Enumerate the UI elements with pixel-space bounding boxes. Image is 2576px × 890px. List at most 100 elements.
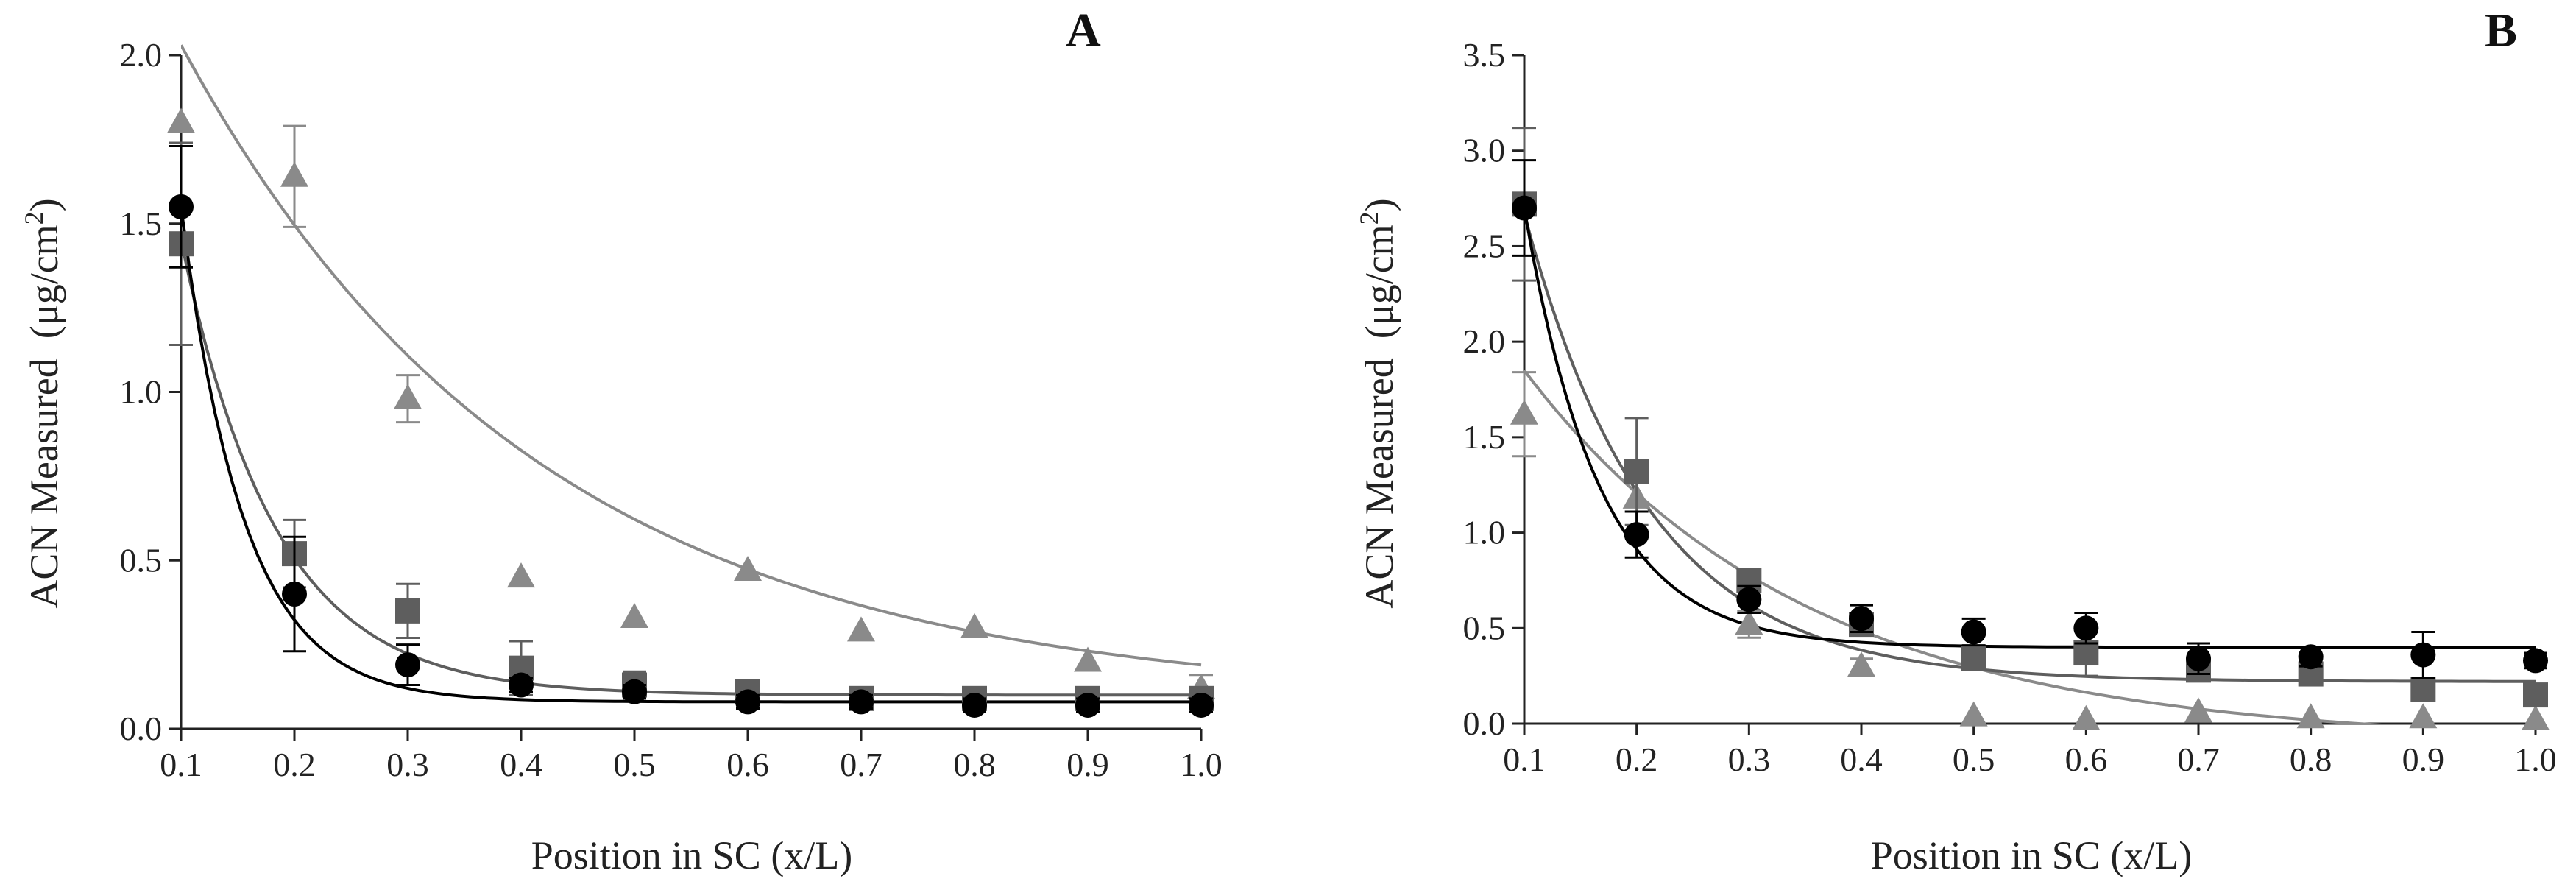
panel-b-square-point bbox=[1961, 646, 1986, 671]
panel-a-y-label-unit-close: ) bbox=[22, 198, 66, 211]
panel-a-circle-point bbox=[1189, 692, 1214, 718]
panel-b-x-tick-label: 0.7 bbox=[2177, 741, 2220, 778]
panel-a-x-tick-label: 0.2 bbox=[273, 746, 316, 783]
panel-b-circle-point bbox=[2523, 648, 2548, 674]
panel-b-triangle-point bbox=[1735, 610, 1763, 635]
panel-a-square-point bbox=[395, 598, 420, 624]
panel-a-triangle-point bbox=[167, 107, 195, 133]
panel-b-x-tick-label: 0.9 bbox=[2402, 741, 2445, 778]
panel-a-circle-point bbox=[1075, 692, 1100, 718]
panel-a-circle-point bbox=[849, 689, 874, 715]
panel-a-y-label-unit-open: (μg/cm bbox=[22, 225, 66, 339]
panel-b-letter: B bbox=[2485, 4, 2517, 57]
panel-b-circle-point bbox=[2073, 615, 2099, 641]
panel-b-triangle-point bbox=[1959, 701, 1988, 727]
panel-b-y-tick-label: 3.5 bbox=[1463, 36, 1506, 74]
panel-a-triangle-point bbox=[847, 616, 875, 642]
panel-b-triangle-point bbox=[2522, 704, 2550, 730]
panel-a-y-tick-label: 1.5 bbox=[120, 205, 163, 242]
panel-a-triangle-point bbox=[620, 603, 648, 629]
panel-a-circle-point bbox=[735, 689, 760, 715]
panel-b-triangle-point bbox=[2296, 703, 2325, 729]
panel-a-circle-fit-curve bbox=[181, 206, 1201, 704]
panel-b-circle-point bbox=[2410, 642, 2436, 668]
panel-b-y-tick-label: 2.5 bbox=[1463, 227, 1506, 264]
panel-b-triangle-fit-curve bbox=[1524, 369, 2382, 724]
panel-a-y-axis-label: ACN Measured (μg/cm2) bbox=[19, 198, 66, 608]
panel-b-y-label-unit-close: ) bbox=[1357, 198, 1401, 211]
panel-b-y-axis-label: ACN Measured (μg/cm2) bbox=[1354, 198, 1401, 608]
panel-a-x-tick-label: 0.1 bbox=[160, 746, 202, 783]
panel-a-circle-point bbox=[169, 194, 194, 219]
panel-b-y-tick-label: 1.0 bbox=[1463, 514, 1506, 551]
panel-a-x-tick-label: 1.0 bbox=[1180, 746, 1222, 783]
panel-b-circle-point bbox=[1512, 195, 1537, 221]
panel-b-square-point bbox=[1624, 459, 1649, 484]
panel-b-triangle-point bbox=[2409, 703, 2438, 729]
panel-a-triangle-point bbox=[734, 555, 762, 581]
panel-a-x-axis-label: Position in SC (x/L) bbox=[531, 833, 853, 877]
panel-a-y-tick-label: 0.0 bbox=[120, 710, 163, 747]
panel-b-circle-point bbox=[1961, 619, 1986, 645]
panel-a-x-tick-label: 0.4 bbox=[500, 746, 542, 783]
panel-b-circle-point bbox=[1736, 587, 1762, 612]
panel-b-circle-fit-curve bbox=[1524, 208, 2536, 649]
panel-a-x-tick-label: 0.6 bbox=[726, 746, 769, 783]
panel-b-y-tick-label: 3.0 bbox=[1463, 132, 1506, 169]
panel-b-x-tick-label: 0.4 bbox=[1840, 741, 1883, 778]
panel-b-y-tick-label: 2.0 bbox=[1463, 322, 1506, 360]
panel-b: B Position in SC (x/L) ACN Measured (μg/c… bbox=[1354, 4, 2557, 877]
panel-b-y-label-unit-open: (μg/cm bbox=[1357, 225, 1401, 339]
panel-a-circle-point bbox=[509, 672, 534, 698]
panel-b-x-tick-label: 0.6 bbox=[2065, 741, 2108, 778]
panel-b-x-tick-label: 0.1 bbox=[1503, 741, 1546, 778]
panel-b-triangle-point bbox=[2184, 697, 2212, 723]
panel-a-y-tick-label: 0.5 bbox=[120, 541, 163, 579]
panel-b-triangle-point bbox=[1510, 399, 1538, 425]
panel-b-x-tick-label: 1.0 bbox=[2514, 741, 2557, 778]
panel-a-x-tick-label: 0.8 bbox=[953, 746, 996, 783]
panel-a-square-fit-curve bbox=[181, 240, 1201, 697]
panel-b-square-point bbox=[2073, 640, 2099, 666]
panel-b-y-tick-label: 0.0 bbox=[1463, 704, 1506, 742]
panel-a-x-tick-label: 0.3 bbox=[386, 746, 429, 783]
panel-a-y-tick-label: 1.0 bbox=[120, 373, 163, 411]
panel-a-circle-point bbox=[395, 652, 420, 678]
panel-b-circle-point bbox=[1624, 522, 1649, 548]
panel-b-x-tick-label: 0.8 bbox=[2290, 741, 2332, 778]
panel-a-triangle-fit-curve bbox=[181, 44, 1202, 667]
panel-a-x-tick-label: 0.9 bbox=[1066, 746, 1109, 783]
panel-a-triangle-point bbox=[1074, 646, 1102, 672]
panel-a-circle-point bbox=[622, 679, 647, 704]
panel-b-circle-point bbox=[2186, 646, 2211, 671]
panel-b-y-tick-label: 1.5 bbox=[1463, 418, 1506, 456]
panel-b-square-point bbox=[2523, 682, 2548, 708]
panel-a-circle-point bbox=[962, 692, 987, 718]
panel-a-triangle-point bbox=[960, 612, 988, 638]
panel-a-y-tick-label: 2.0 bbox=[120, 36, 163, 74]
panel-a-triangle-point bbox=[280, 161, 308, 187]
panel-b-y-label-unit-sup: 2 bbox=[1354, 211, 1384, 225]
panel-a-x-tick-label: 0.7 bbox=[840, 746, 882, 783]
panel-a-letter: A bbox=[1066, 4, 1101, 57]
panel-a-triangle-point bbox=[394, 384, 422, 409]
panel-b-y-tick-label: 0.5 bbox=[1463, 609, 1506, 646]
panel-a-y-label-unit-sup: 2 bbox=[19, 211, 49, 225]
panel-b-x-tick-label: 0.3 bbox=[1728, 741, 1771, 778]
panel-a: A Position in SC (x/L) ACN Measured (μg/c… bbox=[19, 4, 1222, 877]
panel-b-x-axis-label: Position in SC (x/L) bbox=[1871, 833, 2193, 877]
panel-b-circle-point bbox=[2298, 644, 2324, 670]
panel-b-triangle-point bbox=[2072, 704, 2101, 730]
panel-b-square-point bbox=[2410, 677, 2436, 702]
panel-b-x-tick-label: 0.5 bbox=[1953, 741, 1995, 778]
panel-b-circle-point bbox=[1849, 606, 1874, 632]
panel-b-square-fit-curve bbox=[1524, 213, 2536, 683]
panel-b-triangle-point bbox=[1847, 651, 1875, 677]
panel-a-circle-point bbox=[282, 582, 307, 607]
panel-a-triangle-point bbox=[507, 562, 535, 588]
panel-a-y-label-main: ACN Measured bbox=[22, 358, 66, 608]
panel-a-x-tick-label: 0.5 bbox=[613, 746, 656, 783]
panel-b-y-label-main: ACN Measured bbox=[1357, 358, 1401, 608]
panel-b-x-tick-label: 0.2 bbox=[1616, 741, 1658, 778]
